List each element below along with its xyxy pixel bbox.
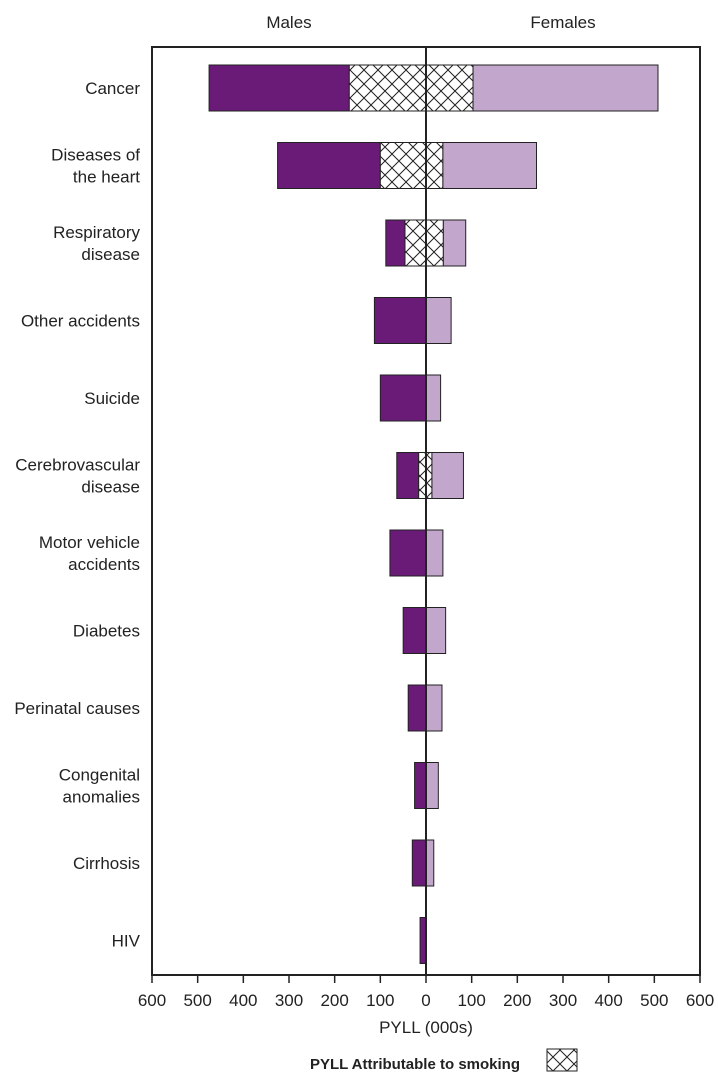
category-label: Perinatal causes bbox=[14, 699, 140, 718]
male-bar bbox=[402, 607, 427, 654]
x-tick-label: 200 bbox=[320, 991, 348, 1010]
x-tick-label: 400 bbox=[229, 991, 257, 1010]
category-label: Cancer bbox=[85, 79, 140, 98]
female-bar bbox=[431, 452, 464, 499]
category-label: Respiratory disease bbox=[53, 223, 140, 264]
male-bar bbox=[411, 839, 427, 887]
female-bar bbox=[425, 297, 452, 344]
x-tick-label: 500 bbox=[640, 991, 668, 1010]
x-axis-label: PYLL (000s) bbox=[379, 1018, 473, 1037]
bars-group bbox=[208, 64, 659, 964]
females-header: Females bbox=[530, 13, 595, 32]
x-axis-ticks: 600 500 400 300 200 100 0 100 200 300 400 500 600 bbox=[138, 975, 714, 1010]
male-smoking-bar bbox=[379, 142, 427, 189]
male-bar bbox=[277, 142, 381, 189]
female-bar bbox=[425, 839, 435, 887]
category-label: Cerebrovascular disease bbox=[15, 456, 140, 497]
legend-label: PYLL Attributable to smoking bbox=[310, 1056, 520, 1073]
female-smoking-bar bbox=[425, 64, 474, 112]
males-header: Males bbox=[266, 13, 311, 32]
x-tick-label: 0 bbox=[421, 991, 430, 1010]
x-tick-label: 600 bbox=[686, 991, 714, 1010]
x-tick-label: 200 bbox=[503, 991, 531, 1010]
female-bar bbox=[425, 762, 439, 809]
x-tick-label: 400 bbox=[594, 991, 622, 1010]
male-smoking-bar bbox=[418, 452, 427, 499]
female-smoking-bar bbox=[425, 219, 444, 267]
female-bar bbox=[442, 219, 467, 267]
x-tick-label: 300 bbox=[275, 991, 303, 1010]
x-tick-label: 100 bbox=[366, 991, 394, 1010]
x-tick-label: 100 bbox=[457, 991, 485, 1010]
male-bar bbox=[414, 762, 427, 809]
category-label: HIV bbox=[112, 932, 141, 951]
female-bar bbox=[425, 607, 447, 654]
male-bar bbox=[407, 684, 427, 732]
category-label: Other accidents bbox=[21, 312, 140, 331]
female-bar bbox=[472, 64, 659, 112]
category-label: Congenital anomalies bbox=[59, 766, 140, 807]
male-smoking-bar bbox=[404, 219, 427, 267]
category-labels: Cancer Diseases of the heart Respiratory dis… bbox=[14, 79, 140, 951]
category-label: Diseases of the heart bbox=[51, 146, 140, 187]
category-label: Diabetes bbox=[73, 622, 140, 641]
male-bar bbox=[373, 297, 427, 344]
male-bar bbox=[379, 374, 427, 422]
female-bar bbox=[425, 374, 442, 422]
x-tick-label: 500 bbox=[183, 991, 211, 1010]
x-tick-label: 600 bbox=[138, 991, 166, 1010]
female-bar bbox=[442, 142, 538, 189]
category-label: Motor vehicle accidents bbox=[39, 533, 140, 574]
male-bar bbox=[389, 529, 427, 577]
female-bar bbox=[425, 684, 443, 732]
male-smoking-bar bbox=[348, 64, 427, 112]
legend-swatch bbox=[546, 1048, 578, 1072]
male-bar bbox=[385, 219, 406, 267]
male-bar bbox=[208, 64, 350, 112]
category-label: Cirrhosis bbox=[73, 854, 140, 873]
male-bar bbox=[396, 452, 420, 499]
x-tick-label: 300 bbox=[549, 991, 577, 1010]
female-smoking-bar bbox=[425, 142, 444, 189]
category-label: Suicide bbox=[84, 389, 140, 408]
female-bar bbox=[425, 529, 444, 577]
